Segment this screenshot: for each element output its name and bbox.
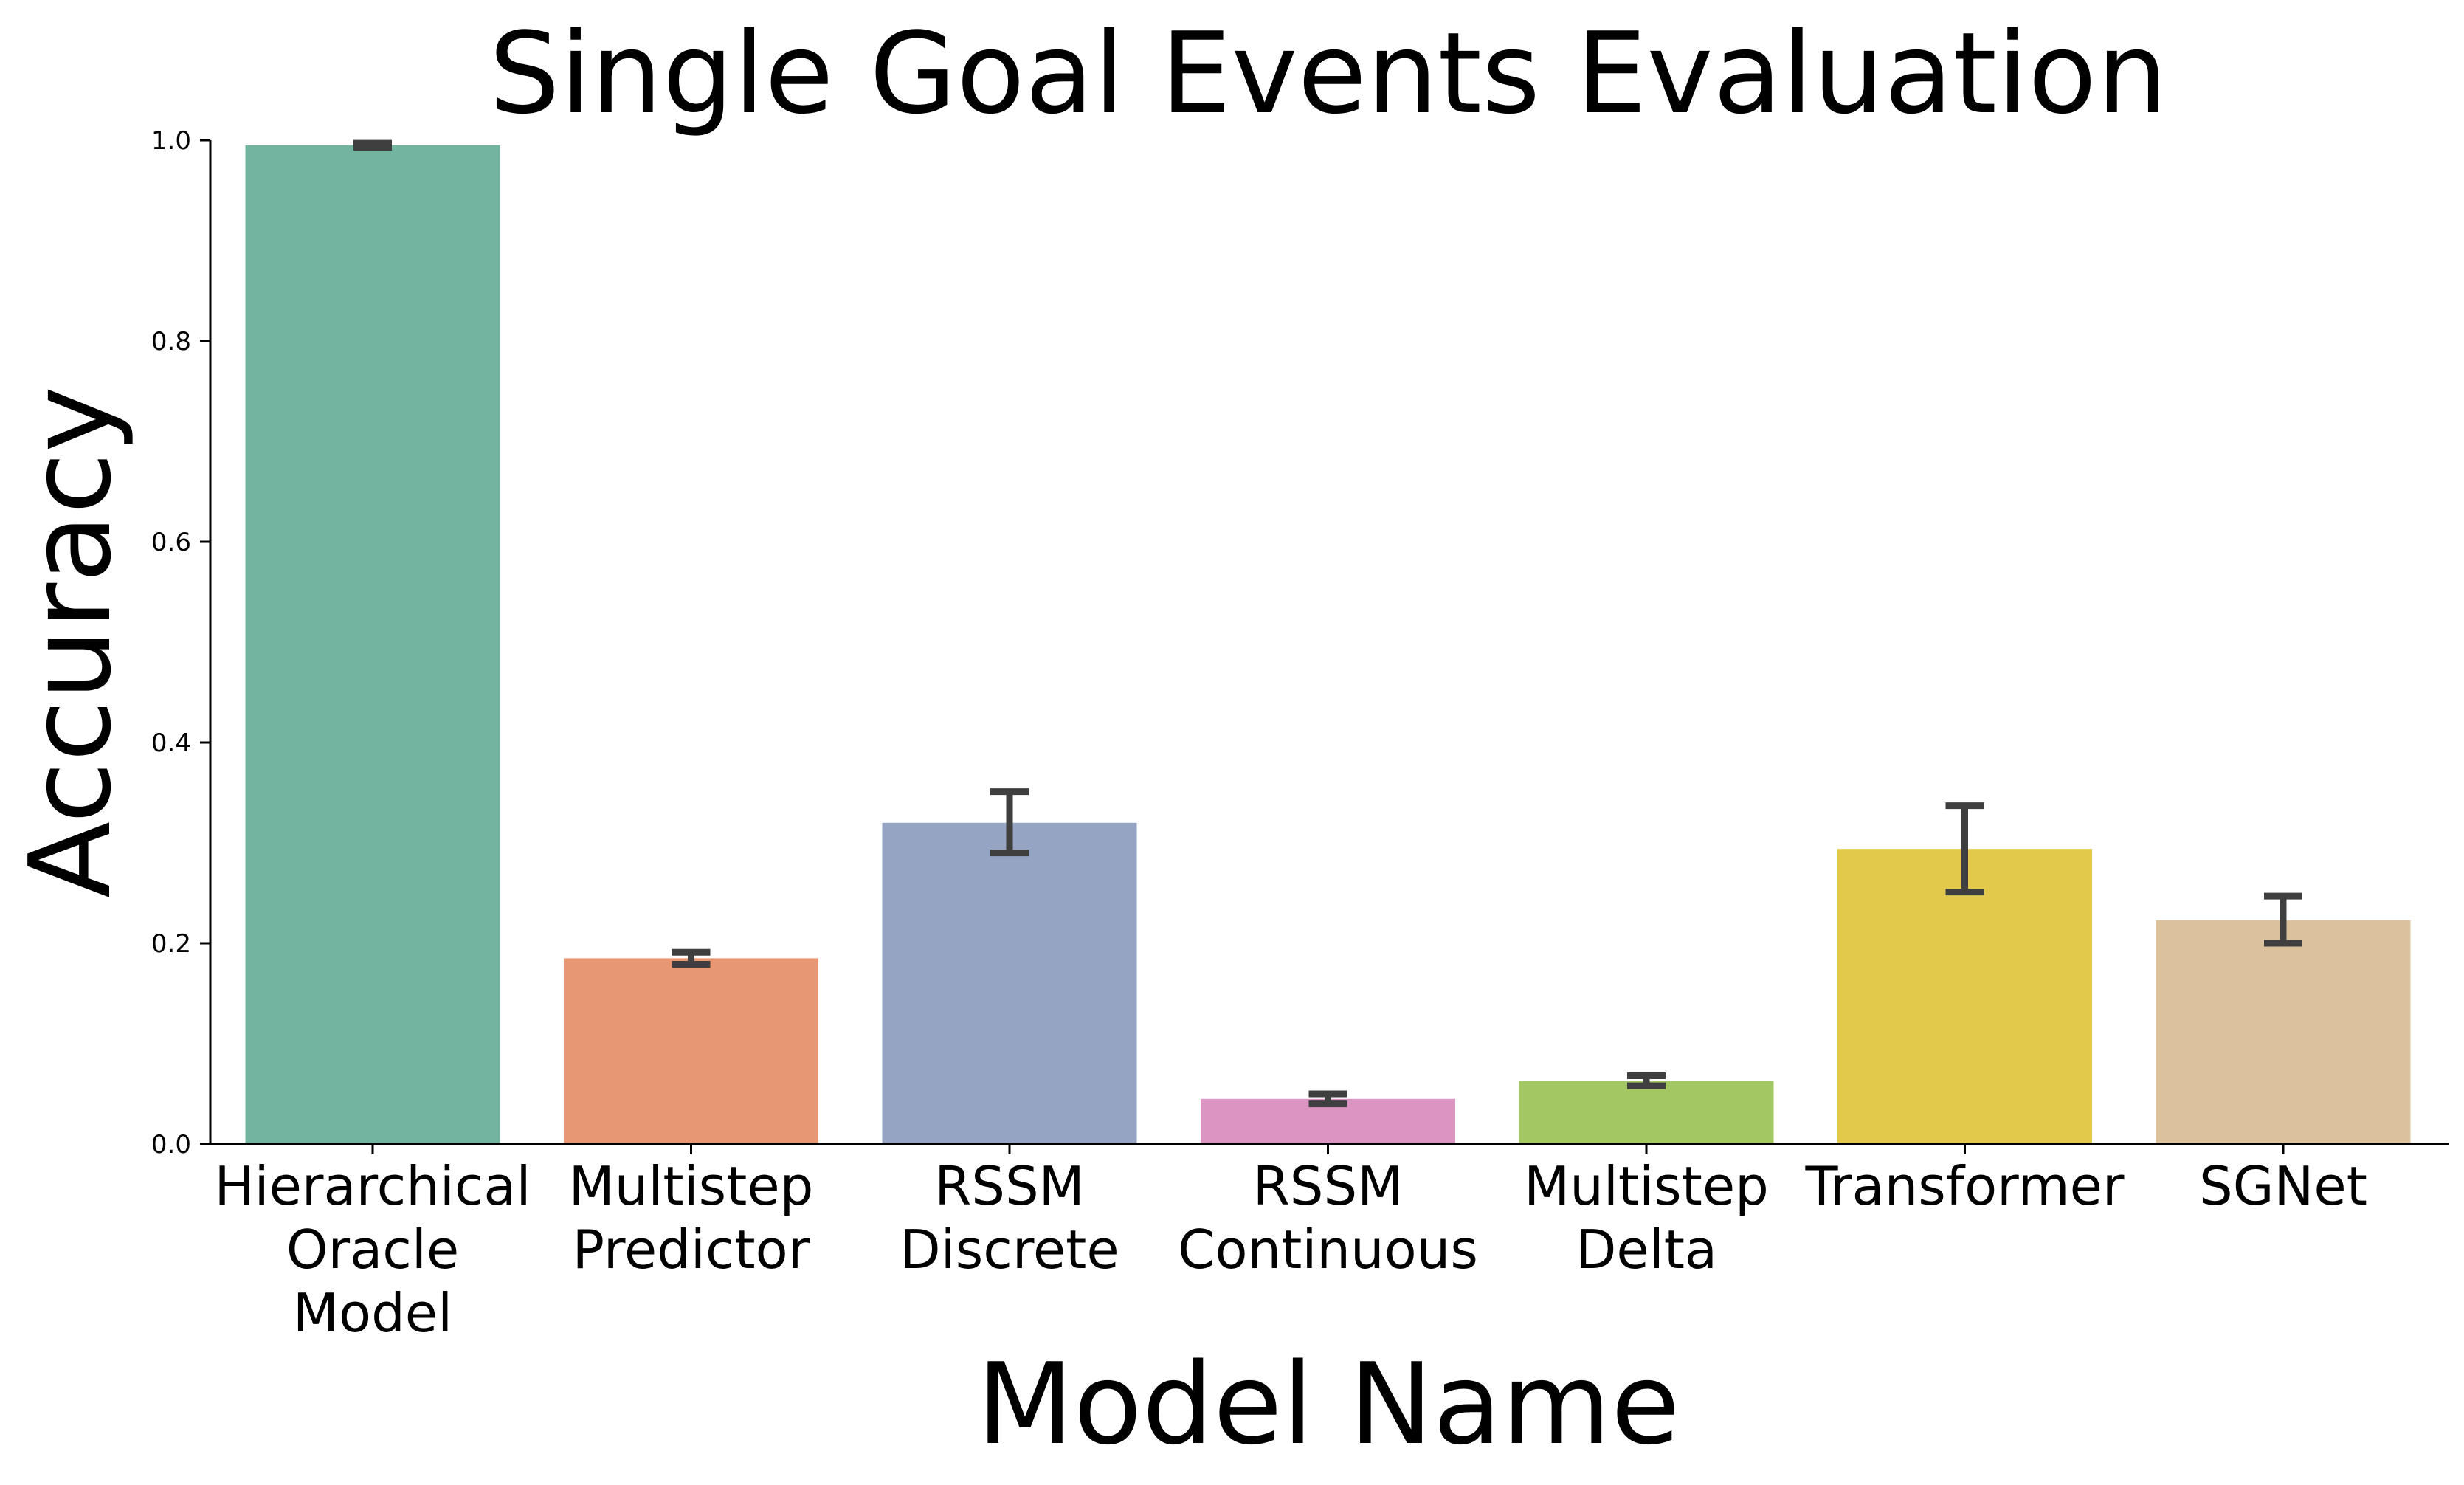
x-axis-label: Model Name	[976, 1339, 1680, 1470]
x-tick-label-line: RSSM	[934, 1155, 1085, 1217]
x-tick-label: RSSM Discrete	[900, 1155, 1119, 1281]
error-bars-group	[353, 139, 2302, 1108]
x-tick-label-line: Transformer	[1804, 1155, 2124, 1217]
x-tick-label-line: Predictor	[573, 1219, 810, 1281]
x-tick-label-line: RSSM	[1253, 1155, 1404, 1217]
bars-group	[245, 145, 2411, 1144]
x-tick-label: SGNet	[2199, 1155, 2367, 1217]
bar	[1519, 1081, 1774, 1144]
x-tick-label: Hierarchical Oracle Model	[214, 1155, 531, 1344]
x-tick-label: Multistep Delta	[1524, 1155, 1769, 1281]
y-tick-label: 0.8	[151, 327, 191, 356]
x-tick-label-line: Multistep	[569, 1155, 814, 1217]
chart-title: Single Goal Events Evaluation	[489, 8, 2167, 139]
x-tick-label: Multistep Predictor	[569, 1155, 814, 1281]
bar	[2156, 920, 2411, 1144]
y-tick-label: 1.0	[151, 126, 191, 156]
x-tick-label-line: SGNet	[2199, 1155, 2367, 1217]
x-tick-label-line: Continuous	[1178, 1219, 1478, 1281]
x-tick-label-line: Discrete	[900, 1219, 1119, 1281]
x-tick-label: Transformer	[1804, 1155, 2124, 1217]
bar	[882, 822, 1137, 1144]
x-tick-label-line: Hierarchical	[214, 1155, 531, 1217]
y-tick-label: 0.4	[151, 728, 191, 758]
x-tick-label-line: Model	[293, 1282, 452, 1344]
y-tick-label: 0.2	[151, 929, 191, 959]
x-tick-label: RSSM Continuous	[1178, 1155, 1478, 1281]
y-axis-label: Accuracy	[5, 386, 136, 898]
x-tick-label-line: Multistep	[1524, 1155, 1769, 1217]
x-tick-label-line: Oracle	[286, 1219, 459, 1281]
bar	[1837, 849, 2092, 1144]
y-axis-ticks: 0.0 0.2 0.4 0.6 0.8 1.0	[151, 126, 210, 1160]
x-tick-label-line: Delta	[1576, 1219, 1717, 1281]
bar	[245, 145, 500, 1144]
y-tick-label: 0.6	[151, 528, 191, 557]
bar	[564, 958, 818, 1144]
y-tick-label: 0.0	[151, 1130, 191, 1160]
